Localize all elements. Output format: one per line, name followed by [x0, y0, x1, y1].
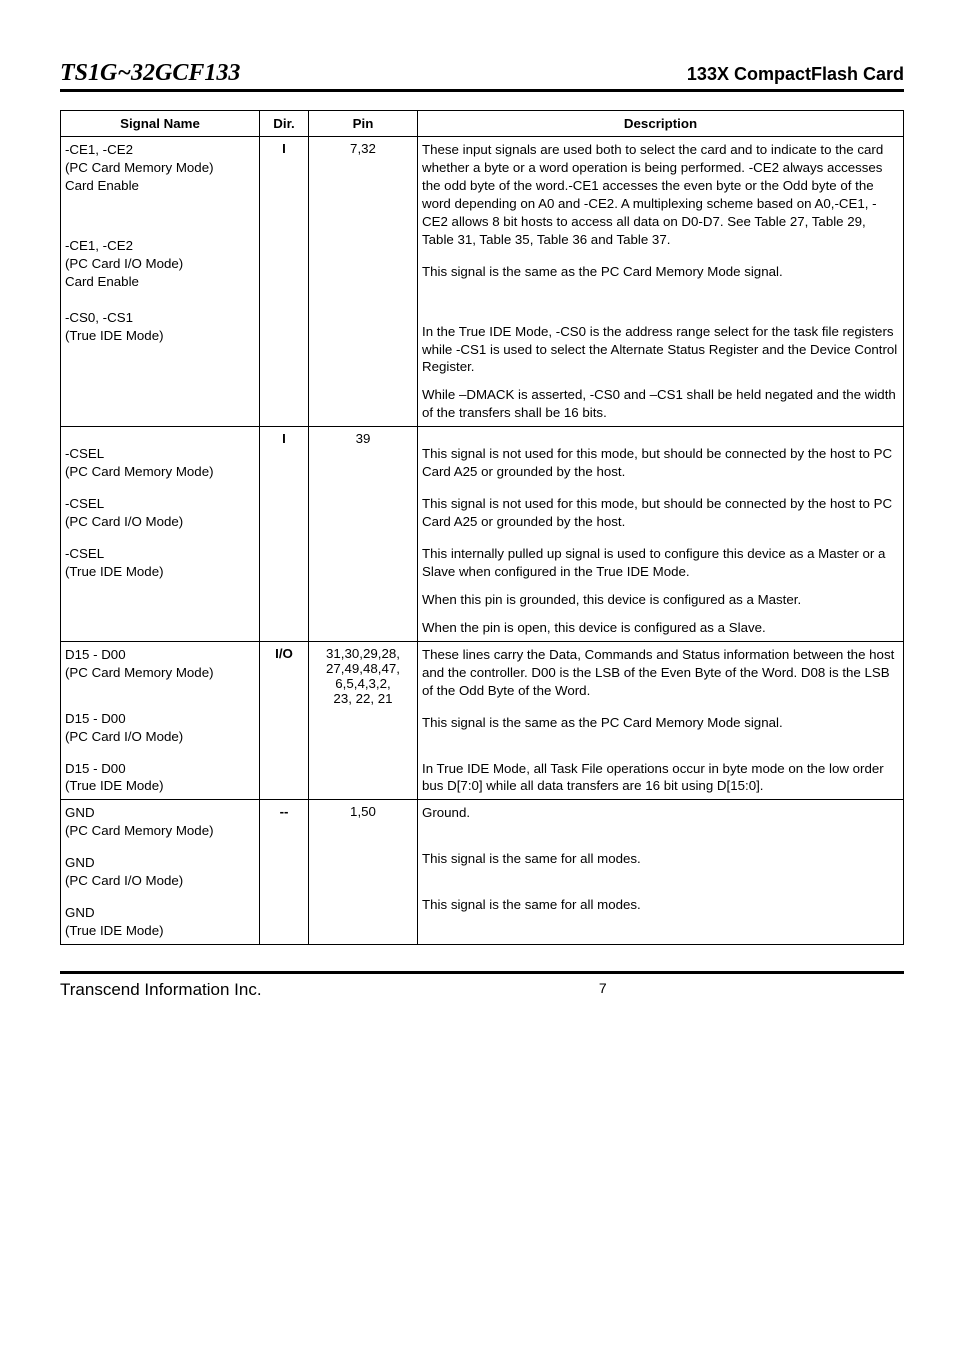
signal-mode: (True IDE Mode)	[65, 923, 164, 938]
page-header: TS1G~32GCF133 133X CompactFlash Card	[60, 60, 904, 92]
desc-text: When the pin is open, this device is con…	[422, 619, 899, 637]
page-footer: Transcend Information Inc. 7	[60, 971, 904, 1000]
signal-name: D15 - D00	[65, 711, 126, 726]
desc-text: While –DMACK is asserted, -CS0 and –CS1 …	[422, 386, 899, 422]
desc-text: This signal is not used for this mode, b…	[422, 495, 899, 531]
desc-text: This signal is the same for all modes.	[422, 896, 899, 914]
signal-cell: -CSEL (PC Card Memory Mode) -CSEL (PC Ca…	[61, 427, 260, 642]
pin-cell: 7,32	[309, 137, 418, 427]
signal-name: -CSEL	[65, 446, 104, 461]
signal-mode: (PC Card Memory Mode)	[65, 464, 214, 479]
signal-name: -CE1, -CE2	[65, 238, 133, 253]
desc-text: When this pin is grounded, this device i…	[422, 591, 899, 609]
table-row: D15 - D00 (PC Card Memory Mode) D15 - D0…	[61, 641, 904, 800]
pin-cell: 31,30,29,28, 27,49,48,47, 6,5,4,3,2, 23,…	[309, 641, 418, 800]
signal-cell: GND (PC Card Memory Mode) GND (PC Card I…	[61, 800, 260, 945]
desc-cell: These input signals are used both to sel…	[418, 137, 904, 427]
signal-name: -CSEL	[65, 496, 104, 511]
signal-sub: Card Enable	[65, 178, 139, 193]
desc-text: This signal is the same for all modes.	[422, 850, 899, 868]
dir-cell: --	[260, 800, 309, 945]
signal-mode: (PC Card I/O Mode)	[65, 514, 183, 529]
table-row: -CE1, -CE2 (PC Card Memory Mode) Card En…	[61, 137, 904, 427]
table-row: -CSEL (PC Card Memory Mode) -CSEL (PC Ca…	[61, 427, 904, 642]
dir-cell: I/O	[260, 641, 309, 800]
signal-mode: (PC Card I/O Mode)	[65, 729, 183, 744]
signal-cell: D15 - D00 (PC Card Memory Mode) D15 - D0…	[61, 641, 260, 800]
signal-name: -CE1, -CE2	[65, 142, 133, 157]
col-header-dir: Dir.	[260, 111, 309, 137]
signal-mode: (True IDE Mode)	[65, 328, 164, 343]
col-header-desc: Description	[418, 111, 904, 137]
dir-cell: I	[260, 427, 309, 642]
desc-text: In the True IDE Mode, -CS0 is the addres…	[422, 323, 899, 377]
signal-mode: (PC Card Memory Mode)	[65, 823, 214, 838]
signal-mode: (PC Card I/O Mode)	[65, 256, 183, 271]
col-header-signal: Signal Name	[61, 111, 260, 137]
desc-text: In True IDE Mode, all Task File operatio…	[422, 760, 899, 796]
desc-text: This internally pulled up signal is used…	[422, 545, 899, 581]
signal-name: -CS0, -CS1	[65, 310, 133, 325]
signal-name: GND	[65, 805, 95, 820]
signal-mode: (PC Card Memory Mode)	[65, 160, 214, 175]
desc-cell: These lines carry the Data, Commands and…	[418, 641, 904, 800]
signal-name: -CSEL	[65, 546, 104, 561]
footer-page-number: 7	[559, 980, 607, 1000]
table-row: GND (PC Card Memory Mode) GND (PC Card I…	[61, 800, 904, 945]
signal-name: GND	[65, 855, 95, 870]
desc-text: This signal is the same as the PC Card M…	[422, 263, 899, 281]
signal-cell: -CE1, -CE2 (PC Card Memory Mode) Card En…	[61, 137, 260, 427]
pin-cell: 39	[309, 427, 418, 642]
document-page: TS1G~32GCF133 133X CompactFlash Card Sig…	[0, 0, 954, 1030]
signal-mode: (PC Card I/O Mode)	[65, 873, 183, 888]
product-code: TS1G~32GCF133	[60, 60, 240, 87]
desc-text: This signal is the same as the PC Card M…	[422, 714, 899, 732]
signal-mode: (True IDE Mode)	[65, 564, 164, 579]
desc-text: Ground.	[422, 804, 899, 822]
desc-cell: Ground. This signal is the same for all …	[418, 800, 904, 945]
dir-cell: I	[260, 137, 309, 427]
signal-name: D15 - D00	[65, 761, 126, 776]
col-header-pin: Pin	[309, 111, 418, 137]
desc-text: This signal is not used for this mode, b…	[422, 445, 899, 481]
signal-sub: Card Enable	[65, 274, 139, 289]
footer-company: Transcend Information Inc.	[60, 980, 262, 1000]
table-body: -CE1, -CE2 (PC Card Memory Mode) Card En…	[61, 137, 904, 945]
signal-mode: (PC Card Memory Mode)	[65, 665, 214, 680]
table-header: Signal Name Dir. Pin Description	[61, 111, 904, 137]
pin-cell: 1,50	[309, 800, 418, 945]
product-name: 133X CompactFlash Card	[687, 64, 904, 85]
signal-mode: (True IDE Mode)	[65, 778, 164, 793]
signal-name: D15 - D00	[65, 647, 126, 662]
desc-text: These lines carry the Data, Commands and…	[422, 646, 899, 700]
desc-text: These input signals are used both to sel…	[422, 141, 899, 249]
signal-table: Signal Name Dir. Pin Description -CE1, -…	[60, 110, 904, 945]
desc-cell: This signal is not used for this mode, b…	[418, 427, 904, 642]
signal-name: GND	[65, 905, 95, 920]
